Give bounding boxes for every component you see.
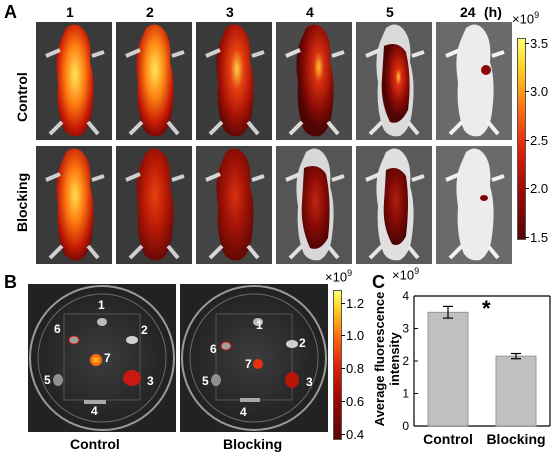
x-tick-label-control: Control	[423, 431, 473, 447]
colorbar-a	[517, 38, 526, 240]
y-tick-label: 0	[402, 419, 409, 433]
panel-b-letter: B	[4, 272, 17, 292]
timepoint-label-1: 1	[66, 4, 74, 20]
mouse-image-blocking-3h	[196, 146, 272, 264]
bar-chart: 0 1 2 3 4 Control Blocking	[402, 289, 551, 447]
colorbar-a-exponent: ×109	[512, 10, 540, 27]
colorbar-b-tick-0.6: 0.6	[346, 394, 365, 409]
timepoint-label-4: 4	[306, 4, 314, 20]
row-label-control: Control	[14, 72, 30, 122]
y-tick-label: 3	[402, 322, 409, 336]
organ-label-6: 6	[210, 342, 217, 356]
mouse-image-control-24h	[436, 22, 512, 140]
mouse-image-blocking-1h	[36, 146, 112, 264]
organ-label-7: 7	[245, 357, 252, 371]
colorbar-b-tick-1.0: 1.0	[346, 328, 365, 343]
mouse-image-control-2h	[116, 22, 192, 140]
mouse-image-control-4h	[276, 22, 352, 140]
bar-blocking	[495, 355, 537, 427]
organ-label-4: 4	[91, 404, 98, 418]
colorbar-b-tick-0.8: 0.8	[346, 361, 365, 376]
panel-a-letter: A	[4, 2, 17, 22]
mouse-image-control-3h	[196, 22, 272, 140]
timepoint-label-24: 24	[460, 4, 476, 20]
colorbar-a-tick-2.5: 2.5	[530, 133, 549, 148]
organ-label-2: 2	[299, 336, 306, 350]
y-tick-label: 1	[402, 387, 409, 401]
panel-c-exponent: ×109	[392, 266, 420, 283]
y-tick-label: 4	[402, 289, 409, 303]
panel-c-letter: C	[372, 272, 385, 292]
organ-label-4: 4	[240, 405, 247, 419]
organ-label-3: 3	[306, 375, 313, 389]
mouse-image-blocking-24h	[436, 146, 512, 264]
mouse-image-blocking-2h	[116, 146, 192, 264]
timepoint-label-5: 5	[386, 4, 394, 20]
significance-asterisk: *	[482, 296, 491, 321]
mouse-image-blocking-5h	[356, 146, 432, 264]
mouse-image-control-5h	[356, 22, 432, 140]
timepoint-label-2: 2	[146, 4, 154, 20]
colorbar-a-tick-1.5: 1.5	[530, 230, 549, 245]
colorbar-b-exponent: ×109	[325, 268, 353, 285]
timepoint-label-3: 3	[226, 4, 234, 20]
organ-label-6: 6	[54, 322, 61, 336]
colorbar-b-tick-1.2: 1.2	[346, 296, 365, 311]
organ-label-7: 7	[104, 351, 111, 365]
dish-image-control	[28, 284, 176, 432]
row-label-blocking: Blocking	[14, 172, 30, 232]
colorbar-a-tick-3.0: 3.0	[530, 84, 549, 99]
organ-label-2: 2	[141, 323, 148, 337]
colorbar-b	[333, 290, 342, 440]
organ-label-5: 5	[202, 374, 209, 388]
organ-label-1: 1	[256, 318, 263, 332]
dish-label-control: Control	[70, 436, 120, 452]
time-unit-label: (h)	[484, 4, 502, 20]
colorbar-a-tick-2.0: 2.0	[530, 181, 549, 196]
mouse-image-control-1h	[36, 22, 112, 140]
mouse-image-blocking-4h	[276, 146, 352, 264]
organ-label-3: 3	[147, 374, 154, 388]
dish-image-blocking	[180, 284, 328, 432]
organ-label-5: 5	[44, 373, 51, 387]
organ-label-1: 1	[98, 298, 105, 312]
y-tick-label: 2	[402, 354, 409, 368]
colorbar-a-tick-3.5: 3.5	[530, 36, 549, 51]
colorbar-b-tick-0.4: 0.4	[346, 427, 365, 442]
x-tick-label-blocking: Blocking	[486, 431, 545, 447]
dish-label-blocking: Blocking	[223, 436, 283, 452]
bar-control	[427, 311, 469, 427]
